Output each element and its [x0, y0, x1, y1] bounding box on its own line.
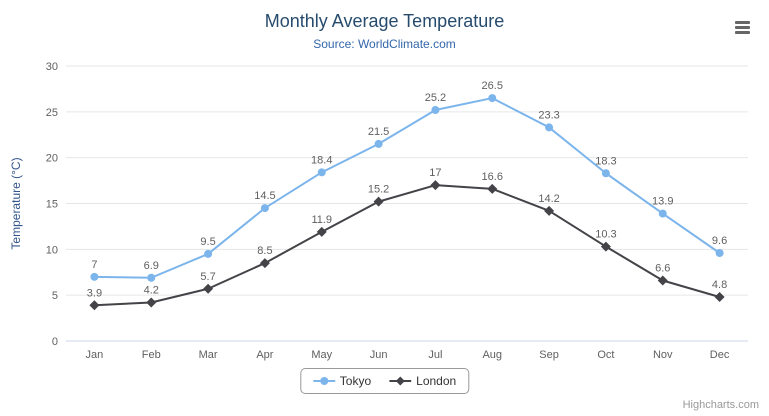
legend-item-tokyo[interactable]: Tokyo — [312, 374, 372, 388]
data-label: 15.2 — [368, 184, 389, 196]
data-label: 6.9 — [144, 260, 159, 272]
data-label: 11.9 — [311, 214, 332, 226]
data-point-marker-circle[interactable] — [260, 204, 269, 213]
y-axis-tick-label: 25 — [46, 107, 58, 119]
legend-marker-diamond-icon — [389, 376, 412, 386]
legend-label: London — [416, 374, 457, 388]
data-label: 17 — [429, 167, 441, 179]
data-point-marker-diamond[interactable] — [600, 241, 611, 252]
hamburger-menu-icon — [735, 20, 751, 34]
x-axis-tick-label: Dec — [710, 349, 730, 361]
data-label: 5.7 — [200, 271, 215, 283]
x-axis-tick-label: Mar — [199, 349, 218, 361]
y-axis-tick-label: 30 — [46, 61, 58, 73]
series-line — [93, 184, 721, 307]
y-axis-tick-label: 10 — [46, 244, 58, 256]
chart-title: Monthly Average Temperature — [264, 11, 505, 31]
data-label: 4.8 — [712, 279, 727, 291]
data-label: 6.6 — [655, 263, 670, 275]
export-menu-button[interactable] — [730, 15, 756, 39]
chart-subtitle[interactable]: Source: WorldClimate.com — [313, 37, 456, 51]
x-axis-tick-label: Nov — [653, 349, 673, 361]
x-axis-tick-label: Apr — [256, 349, 273, 361]
data-label: 10.3 — [595, 229, 616, 241]
data-point-marker-circle[interactable] — [545, 123, 554, 132]
data-point-marker-circle[interactable] — [601, 169, 610, 178]
series-line — [93, 97, 721, 279]
data-label: 9.6 — [712, 235, 727, 247]
legend-item-london[interactable]: London — [389, 374, 456, 388]
data-label: 21.5 — [368, 126, 389, 138]
data-label: 18.3 — [595, 155, 616, 167]
y-axis-tick-label: 20 — [46, 153, 58, 165]
data-label: 14.2 — [538, 193, 559, 205]
legend: Tokyo London — [299, 368, 470, 394]
data-label: 9.5 — [200, 236, 215, 248]
data-point-marker-diamond[interactable] — [430, 180, 441, 191]
y-axis-tick-label: 0 — [52, 336, 58, 348]
data-label: 18.4 — [311, 154, 332, 166]
data-point-marker-diamond[interactable] — [203, 283, 214, 294]
data-point-marker-diamond[interactable] — [373, 196, 384, 207]
data-point-marker-circle[interactable] — [147, 273, 156, 282]
series-london[interactable]: 3.9 4.2 5.7 8.5 11.9 15.2 17 16.6 14.2 10.3 6.6 4.8 — [87, 167, 727, 311]
data-label: 25.2 — [425, 92, 446, 104]
x-axis-tick-label: Aug — [482, 349, 502, 361]
x-axis-tick-label: Jul — [428, 349, 442, 361]
data-label: 3.9 — [87, 287, 102, 299]
legend-label: Tokyo — [339, 374, 372, 388]
data-point-marker-diamond[interactable] — [714, 292, 725, 302]
data-label: 16.6 — [482, 171, 503, 183]
x-axis-tick-label: Oct — [597, 349, 614, 361]
series-tokyo[interactable]: 7 6.9 9.5 14.5 18.4 21.5 25.2 26.5 23.3 18.3 13.9 9… — [90, 80, 727, 282]
data-point-marker-circle[interactable] — [90, 272, 99, 281]
data-label: 8.5 — [257, 245, 272, 257]
x-axis-tick-label: May — [311, 349, 332, 361]
data-point-marker-circle[interactable] — [715, 249, 724, 257]
data-label: 23.3 — [538, 109, 559, 121]
data-point-marker-circle[interactable] — [488, 94, 497, 103]
data-point-marker-diamond[interactable] — [146, 297, 157, 308]
data-label: 14.5 — [254, 190, 275, 202]
data-point-marker-circle[interactable] — [658, 209, 667, 218]
data-label: 13.9 — [652, 196, 673, 208]
y-axis-title: Temperature (°C) — [9, 157, 23, 249]
data-point-marker-diamond[interactable] — [89, 300, 100, 311]
data-point-marker-circle[interactable] — [374, 139, 383, 148]
data-point-marker-circle[interactable] — [204, 249, 213, 258]
credits-link[interactable]: Highcharts.com — [682, 399, 759, 411]
data-label: 7 — [91, 259, 97, 271]
x-axis-tick-label: Jun — [370, 349, 388, 361]
data-point-marker-diamond[interactable] — [657, 275, 668, 286]
data-point-marker-diamond[interactable] — [316, 226, 327, 237]
data-label: 26.5 — [482, 80, 503, 92]
x-axis-tick-label: Jan — [86, 349, 104, 361]
data-point-marker-diamond[interactable] — [544, 205, 555, 216]
data-point-marker-diamond[interactable] — [487, 183, 498, 194]
x-axis-tick-label: Feb — [142, 349, 161, 361]
y-axis-tick-label: 15 — [46, 199, 58, 211]
y-axis-tick-label: 5 — [52, 290, 58, 302]
x-axis-tick-label: Sep — [539, 349, 559, 361]
legend-marker-circle-icon — [312, 377, 335, 385]
data-label: 4.2 — [144, 285, 159, 297]
data-point-marker-diamond[interactable] — [259, 258, 270, 269]
data-point-marker-circle[interactable] — [431, 106, 440, 114]
data-point-marker-circle[interactable] — [317, 168, 326, 177]
